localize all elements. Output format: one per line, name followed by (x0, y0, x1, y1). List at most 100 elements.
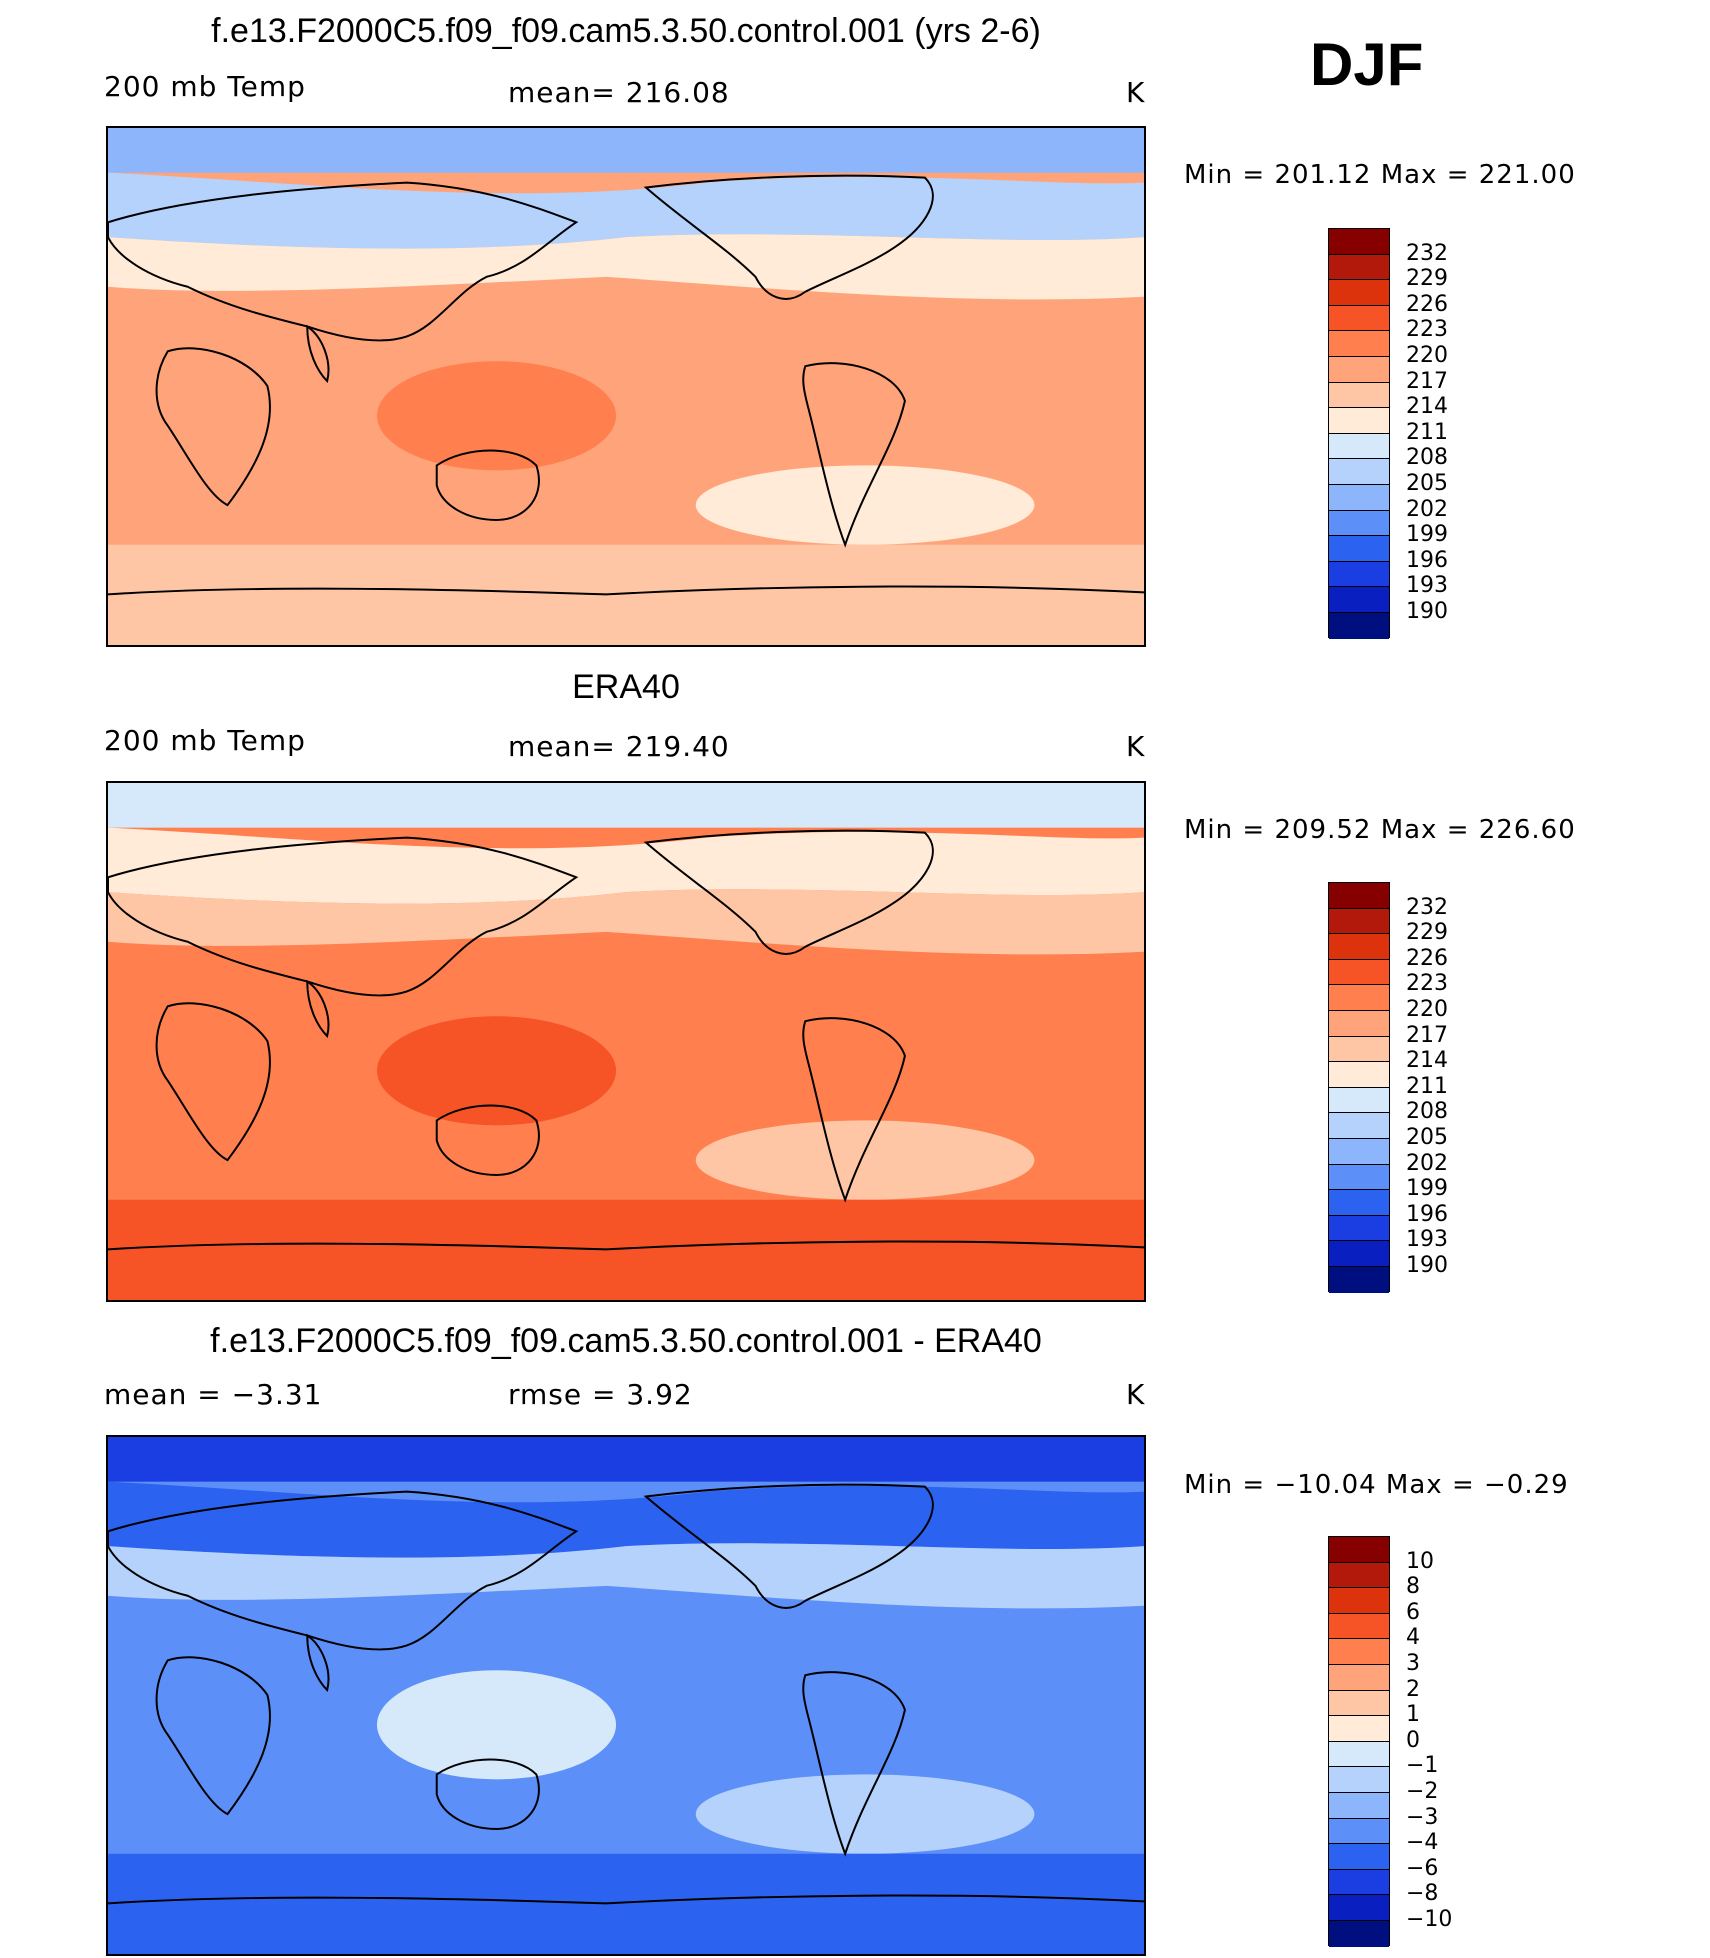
colorbar-tick-label: 205 (1406, 1125, 1448, 1150)
colorbar-cell (1329, 1767, 1389, 1793)
coastline (435, 1104, 540, 1176)
coastline (643, 829, 934, 955)
colorbar-cell (1329, 1062, 1389, 1088)
colorbar-tick-label: 208 (1406, 1099, 1448, 1125)
coastline (802, 1671, 906, 1857)
coastline (108, 1490, 579, 1651)
coastline (306, 1633, 330, 1692)
colorbar-tick-label: −8 (1406, 1881, 1439, 1907)
coastline (802, 362, 906, 548)
colorbar-cell (1329, 1087, 1389, 1114)
panel-3-map (106, 1435, 1146, 1956)
colorbar-cell (1329, 1113, 1389, 1139)
colorbar-tick-label: −10 (1406, 1907, 1453, 1932)
colorbar-cell (1329, 1537, 1389, 1563)
colorbar-tick-label: 205 (1406, 471, 1448, 496)
colorbar-cell (1329, 433, 1389, 460)
colorbar-tick-label: 196 (1406, 1201, 1448, 1227)
field-warm-patch (376, 361, 617, 471)
colorbar-tick-label: 202 (1406, 1150, 1448, 1176)
colorbar-tick-label: 220 (1406, 343, 1448, 368)
colorbar-cell (1329, 331, 1389, 357)
colorbar-tick-label: 217 (1406, 368, 1448, 394)
field-light-patch (695, 1774, 1035, 1854)
colorbar-tick-label: 226 (1406, 945, 1448, 971)
colorbar-cell (1329, 459, 1389, 485)
colorbar-cell (1329, 1690, 1389, 1717)
colorbar-cell (1329, 985, 1389, 1011)
coastline (155, 347, 271, 507)
colorbar-cell (1329, 1716, 1389, 1742)
colorbar-tick-label: 223 (1406, 317, 1448, 343)
coastline (108, 1894, 1144, 1905)
colorbar-tick-label: −3 (1406, 1804, 1439, 1830)
field-midlat-band (108, 1481, 1144, 1558)
coastline (155, 1656, 271, 1816)
field-transition-band (108, 889, 1144, 955)
field-midlat-band (108, 827, 1144, 904)
colorbar-tick-label: 190 (1406, 599, 1448, 624)
colorbar-cell (1329, 408, 1389, 434)
colorbar-cell (1329, 959, 1389, 986)
field-midlat-band (108, 172, 1144, 249)
colorbar-cell (1329, 1562, 1389, 1589)
colorbar-cell (1329, 883, 1389, 909)
panel-2-colorbar (1328, 882, 1390, 1293)
panel-1-unit-label: K (1126, 76, 1146, 109)
colorbar-tick-label: 1 (1406, 1702, 1420, 1728)
colorbar-cell (1329, 1920, 1389, 1947)
colorbar-tick-label: 223 (1406, 971, 1448, 997)
colorbar-tick-label: 202 (1406, 496, 1448, 522)
colorbar-cell (1329, 484, 1389, 511)
coastline (435, 1758, 540, 1830)
colorbar-tick-label: 199 (1406, 1176, 1448, 1202)
colorbar-cell (1329, 280, 1389, 306)
colorbar-cell (1329, 229, 1389, 255)
field-warm-patch (376, 1670, 617, 1780)
coastline (108, 1240, 1144, 1251)
colorbar-tick-label: 0 (1406, 1727, 1420, 1753)
colorbar-tick-label: −6 (1406, 1855, 1439, 1881)
colorbar-tick-label: 232 (1406, 240, 1448, 266)
colorbar-cell (1329, 1818, 1389, 1845)
colorbar-tick-label: 3 (1406, 1651, 1420, 1676)
coastline (155, 1002, 271, 1162)
coastline (306, 324, 330, 383)
colorbar-tick-label: 199 (1406, 522, 1448, 548)
colorbar-tick-label: 208 (1406, 445, 1448, 471)
colorbar-tick-label: 214 (1406, 1048, 1448, 1074)
coastline (643, 174, 934, 300)
colorbar-tick-label: 190 (1406, 1253, 1448, 1278)
colorbar-tick-label: 2 (1406, 1676, 1420, 1702)
colorbar-cell (1329, 587, 1389, 613)
colorbar-cell (1329, 1164, 1389, 1191)
colorbar-cell (1329, 382, 1389, 409)
colorbar-tick-label: 193 (1406, 573, 1448, 599)
colorbar-cell (1329, 1741, 1389, 1768)
panel-2-unit-label: K (1126, 730, 1146, 763)
coastline (108, 585, 1144, 596)
panel-2-title: ERA40 (572, 668, 680, 706)
colorbar-cell (1329, 1215, 1389, 1242)
panel-1-minmax: Min = 201.12 Max = 221.00 (1184, 160, 1576, 190)
colorbar-tick-label: 229 (1406, 920, 1448, 946)
colorbar-tick-label: 220 (1406, 997, 1448, 1022)
colorbar-tick-label: −2 (1406, 1779, 1439, 1804)
colorbar-cell (1329, 1844, 1389, 1870)
colorbar-tick-label: 8 (1406, 1574, 1420, 1600)
panel-3-minmax: Min = −10.04 Max = −0.29 (1184, 1470, 1569, 1500)
panel-2-map (106, 781, 1146, 1302)
colorbar-cell (1329, 1588, 1389, 1614)
colorbar-tick-label: 217 (1406, 1022, 1448, 1048)
colorbar-tick-label: −1 (1406, 1753, 1439, 1779)
field-southern-band (108, 544, 1144, 645)
field-polar-band (108, 1437, 1144, 1482)
panel-2-map-svg (108, 783, 1144, 1300)
colorbar-cell (1329, 1613, 1389, 1640)
panel-1-colorbar (1328, 228, 1390, 639)
colorbar-tick-label: 229 (1406, 266, 1448, 292)
colorbar-tick-label: 211 (1406, 1073, 1448, 1099)
colorbar-cell (1329, 934, 1389, 960)
field-light-patch (695, 1120, 1035, 1200)
field-warm-patch (376, 1016, 617, 1126)
